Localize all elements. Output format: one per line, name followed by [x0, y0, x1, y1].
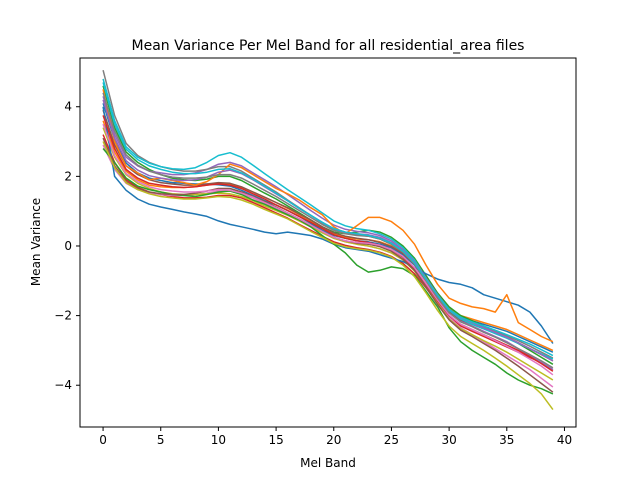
x-tick-label: 20 — [326, 433, 341, 447]
x-tick-label: 25 — [384, 433, 399, 447]
series-line-9 — [102, 127, 554, 381]
x-tick-label: 30 — [441, 433, 456, 447]
chart-title: Mean Variance Per Mel Band for all resid… — [132, 38, 525, 54]
y-tick-label: 2 — [64, 169, 72, 183]
x-tick-label: 40 — [557, 433, 572, 447]
series-line-8 — [102, 70, 554, 359]
series-line-10 — [102, 78, 554, 360]
series-line-4 — [102, 134, 554, 371]
series-line-13 — [102, 148, 554, 395]
x-tick-label: 5 — [157, 433, 165, 447]
x-tick-label: 35 — [499, 433, 514, 447]
series-line-20 — [102, 82, 554, 357]
series-line-1 — [102, 103, 554, 353]
series-line-18 — [102, 92, 554, 369]
x-tick-label: 15 — [268, 433, 283, 447]
series-layer — [102, 70, 554, 411]
y-axis-ticks: −4 −2 0 2 4 — [54, 100, 80, 392]
y-tick-label: −4 — [54, 378, 72, 392]
y-tick-label: −2 — [54, 309, 72, 323]
plot-frame — [79, 57, 577, 428]
y-axis-label: Mean Variance — [29, 198, 43, 286]
x-axis-ticks: 0 5 10 15 20 25 30 35 40 — [99, 427, 572, 447]
series-line-19 — [102, 141, 554, 411]
series-line-17 — [102, 123, 554, 376]
x-tick-label: 0 — [99, 433, 107, 447]
x-tick-label: 10 — [211, 433, 226, 447]
y-tick-label: 0 — [64, 239, 72, 253]
y-tick-label: 4 — [64, 100, 72, 114]
x-axis-label: Mel Band — [300, 456, 356, 470]
series-line-12 — [102, 89, 554, 343]
series-line-11 — [102, 106, 554, 344]
